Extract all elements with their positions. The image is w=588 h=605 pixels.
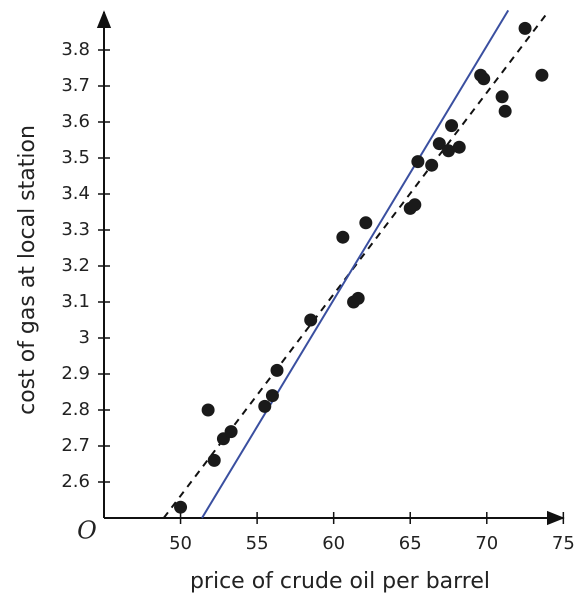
x-tick-label: 70 (475, 533, 498, 554)
y-tick-label: 2.7 (61, 435, 90, 456)
x-tick-label: 75 (552, 533, 575, 554)
point (224, 425, 238, 439)
point (258, 399, 272, 413)
point (270, 363, 284, 377)
point (535, 68, 549, 82)
point (442, 144, 456, 158)
y-tick-label: 3.4 (61, 183, 90, 204)
point (518, 21, 532, 35)
point (408, 198, 422, 212)
y-tick-label: 3.7 (61, 75, 90, 96)
point (477, 72, 491, 86)
y-axis-label: cost of gas at local station (15, 125, 40, 415)
point (452, 140, 466, 154)
origin-label: O (77, 517, 97, 545)
point (304, 313, 318, 327)
y-tick-label: 3.8 (61, 39, 90, 60)
y-tick-label: 3.2 (61, 255, 90, 276)
point (207, 453, 221, 467)
point (411, 155, 425, 169)
y-tick-label: 3.1 (61, 291, 90, 312)
y-tick-label: 2.9 (61, 363, 90, 384)
point (425, 158, 439, 172)
point (265, 389, 279, 403)
point (351, 291, 365, 305)
x-tick-label: 65 (399, 533, 422, 554)
point (495, 90, 509, 104)
y-tick-label: 3.6 (61, 111, 90, 132)
y-tick-label: 2.8 (61, 399, 90, 420)
y-tick-label: 3 (79, 327, 90, 348)
trend-line (201, 9, 510, 519)
point (201, 403, 215, 417)
x-tick-label: 50 (169, 533, 192, 554)
point (432, 137, 446, 151)
point (498, 104, 512, 118)
point (445, 119, 459, 133)
x-tick-label: 60 (322, 533, 345, 554)
x-axis-label: price of crude oil per barrel (190, 569, 490, 594)
x-tick-label: 55 (246, 533, 269, 554)
point (359, 216, 373, 230)
point (174, 500, 188, 514)
y-tick-label: 2.6 (61, 471, 90, 492)
point (336, 230, 350, 244)
y-tick-label: 3.5 (61, 147, 90, 168)
y-tick-label: 3.3 (61, 219, 90, 240)
